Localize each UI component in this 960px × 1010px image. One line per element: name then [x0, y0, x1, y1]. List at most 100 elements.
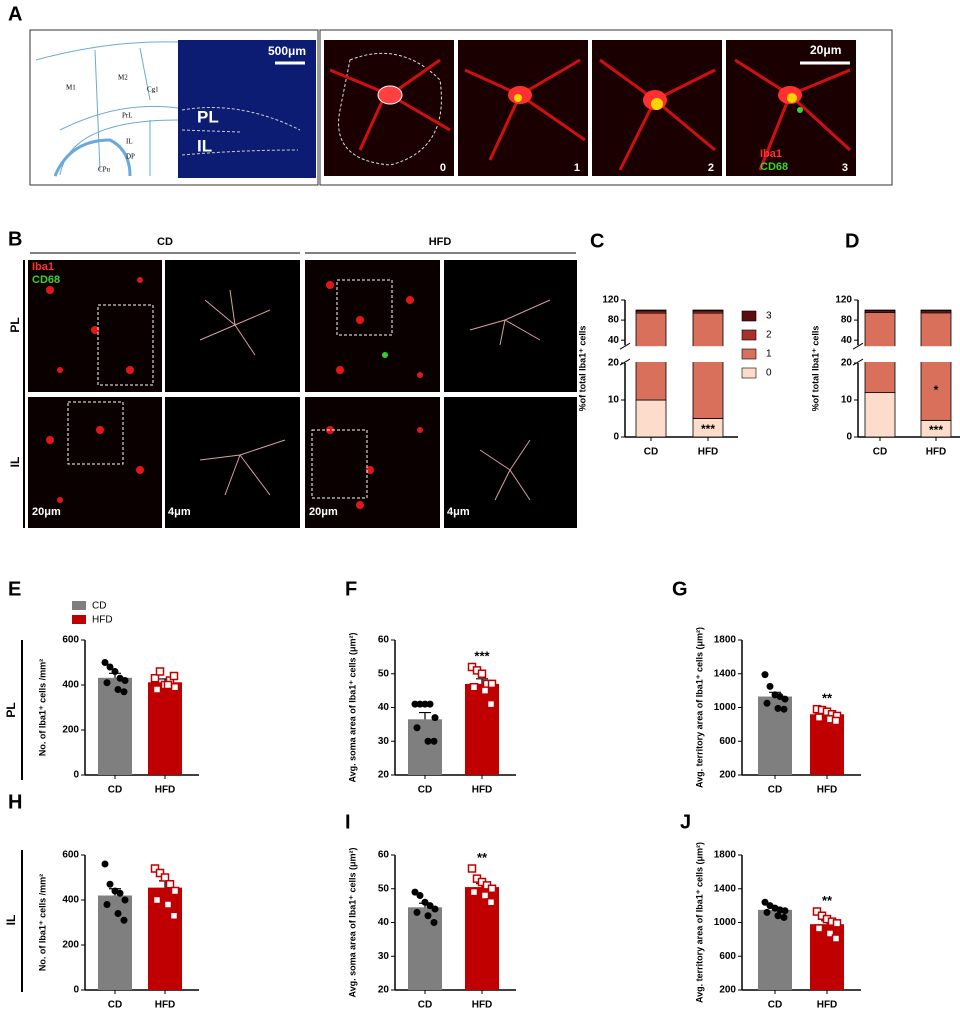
y-tick-label: 1800: [714, 850, 737, 861]
data-point: [165, 880, 175, 889]
y-tick-label: 30: [378, 736, 390, 747]
region-label: PL: [197, 107, 219, 126]
x-tick-label: HFD: [698, 447, 719, 458]
y-axis-label: Avg. soma area of Iba1⁺ cells (μm²): [347, 848, 357, 998]
y-tick-label: 400: [62, 680, 79, 691]
data-point: [416, 700, 424, 708]
y-tick-label: 50: [378, 668, 390, 679]
x-tick-label: CD: [873, 447, 887, 458]
data-point: [150, 864, 160, 873]
y-tick-label: 0: [613, 432, 619, 443]
panel-label: H: [8, 791, 22, 813]
panel-label: C: [590, 230, 604, 252]
data-point: [413, 724, 421, 732]
y-axis-label: %of total Iba1⁺ cells: [577, 326, 587, 412]
x-tick-label: HFD: [155, 785, 176, 796]
micrographs: [28, 260, 577, 528]
data-point: [106, 663, 114, 671]
bar-segment: [635, 309, 667, 312]
scale-label: 20μm: [810, 43, 841, 57]
y-axis-label: No. of Iba1⁺ cells /mm²: [37, 874, 47, 971]
y-tick-label: 20: [608, 358, 620, 369]
axis-break: [852, 342, 864, 366]
data-point: [114, 686, 122, 693]
y-axis-label: No. of Iba1⁺ cells /mm²: [37, 659, 47, 756]
y-tick-label: 20: [378, 985, 390, 996]
data-point: [486, 699, 496, 709]
atlas-label: M2: [118, 74, 128, 82]
error-bar: [476, 678, 488, 684]
stage-label: 1: [574, 162, 580, 174]
scale-label: 4μm: [447, 506, 470, 518]
atlas-label: M1: [66, 84, 76, 92]
data-point: [169, 671, 179, 681]
data-point: [467, 864, 477, 873]
stage-label: 3: [842, 162, 848, 174]
x-tick-label: CD: [108, 1000, 122, 1010]
group-label: CD: [157, 236, 173, 248]
bar: [465, 683, 499, 775]
x-tick-label: HFD: [817, 785, 838, 796]
data-point: [831, 934, 841, 943]
marker-label: CD68: [760, 161, 788, 173]
data-point: [413, 908, 421, 916]
data-point: [832, 919, 842, 928]
data-point: [120, 688, 128, 696]
bar-segment: [864, 392, 896, 438]
data-point: [170, 683, 180, 692]
y-tick-label: 1400: [714, 883, 737, 894]
panel-label: G: [672, 578, 688, 600]
data-point: [766, 682, 774, 690]
atlas-label: Cg1: [147, 86, 159, 94]
bar: [408, 719, 442, 775]
y-tick-label: 40: [378, 917, 390, 928]
y-tick-label: 120: [835, 295, 852, 306]
bar: [148, 682, 182, 775]
y-tick-label: 1000: [714, 702, 737, 713]
significance: ***: [474, 648, 490, 663]
data-point: [421, 700, 429, 708]
scale-label: 20μm: [32, 506, 61, 518]
axis-gap: [920, 346, 952, 363]
significance: **: [477, 850, 488, 865]
bar: [758, 909, 792, 990]
x-tick-label: CD: [108, 785, 122, 796]
row-label: IL: [8, 457, 22, 468]
data-point: [761, 898, 769, 906]
y-tick-label: 0: [73, 770, 79, 781]
panel-label: F: [345, 578, 357, 600]
data-point: [781, 907, 789, 915]
legend-swatch: [741, 348, 757, 360]
y-tick-label: 10: [841, 395, 853, 406]
legend-label: 2: [766, 330, 772, 341]
data-point: [163, 680, 173, 690]
y-tick-label: 600: [62, 635, 79, 646]
bar-segment: [692, 309, 724, 312]
scale-label: 500μm: [268, 44, 306, 58]
data-point: [774, 704, 782, 712]
data-point: [101, 659, 109, 666]
y-tick-label: 1000: [714, 917, 737, 928]
y-axis-label: %of total Iba1⁺ cells: [810, 326, 820, 412]
y-tick-label: 20: [841, 358, 853, 369]
stage-label: 2: [708, 162, 714, 174]
atlas-label: IL: [126, 138, 133, 146]
y-tick-label: 1400: [714, 668, 737, 679]
data-point: [831, 716, 841, 726]
panel-label: I: [345, 811, 351, 833]
y-axis-label: Avg. territory area of Iba1⁺ cells (μm²): [694, 842, 704, 1003]
panel-label: E: [8, 578, 21, 600]
data-point: [416, 892, 424, 899]
legend-swatch: [741, 367, 757, 379]
data-point: [431, 714, 439, 722]
error-bar: [419, 711, 431, 720]
data-point: [163, 900, 173, 909]
y-tick-label: 600: [62, 850, 79, 861]
atlas: [35, 41, 179, 177]
y-axis-label: Avg. soma area of Iba1⁺ cells (μm²): [347, 633, 357, 783]
legend-swatch: [72, 615, 86, 624]
y-tick-label: 50: [378, 883, 390, 894]
panel-label: D: [845, 230, 859, 252]
significance: *: [934, 383, 939, 397]
